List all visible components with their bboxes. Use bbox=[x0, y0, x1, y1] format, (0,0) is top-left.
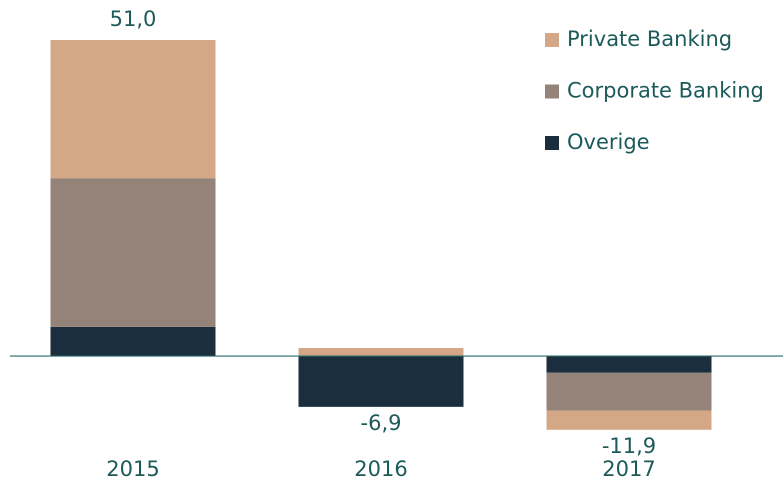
legend-swatch bbox=[545, 84, 559, 99]
legend-label: Private Banking bbox=[567, 27, 732, 51]
bar-segment bbox=[546, 372, 712, 411]
x-tick-label: 2017 bbox=[602, 457, 655, 481]
bar-segment bbox=[50, 178, 216, 327]
total-label: -11,9 bbox=[602, 434, 656, 458]
bar-segment bbox=[546, 410, 712, 430]
bar-segment bbox=[298, 347, 464, 357]
x-tick-label: 2015 bbox=[106, 457, 159, 481]
legend-label: Overige bbox=[567, 130, 650, 154]
legend-swatch bbox=[545, 33, 559, 47]
x-tick-label: 2016 bbox=[354, 457, 407, 481]
legend-label: Corporate Banking bbox=[567, 79, 764, 103]
bar-segment bbox=[546, 356, 712, 373]
bar-segment bbox=[298, 356, 464, 407]
bar-segment bbox=[50, 39, 216, 179]
total-label: -6,9 bbox=[361, 411, 402, 435]
total-label: 51,0 bbox=[110, 7, 157, 31]
bar-segment bbox=[50, 326, 216, 357]
legend-swatch bbox=[545, 136, 559, 150]
